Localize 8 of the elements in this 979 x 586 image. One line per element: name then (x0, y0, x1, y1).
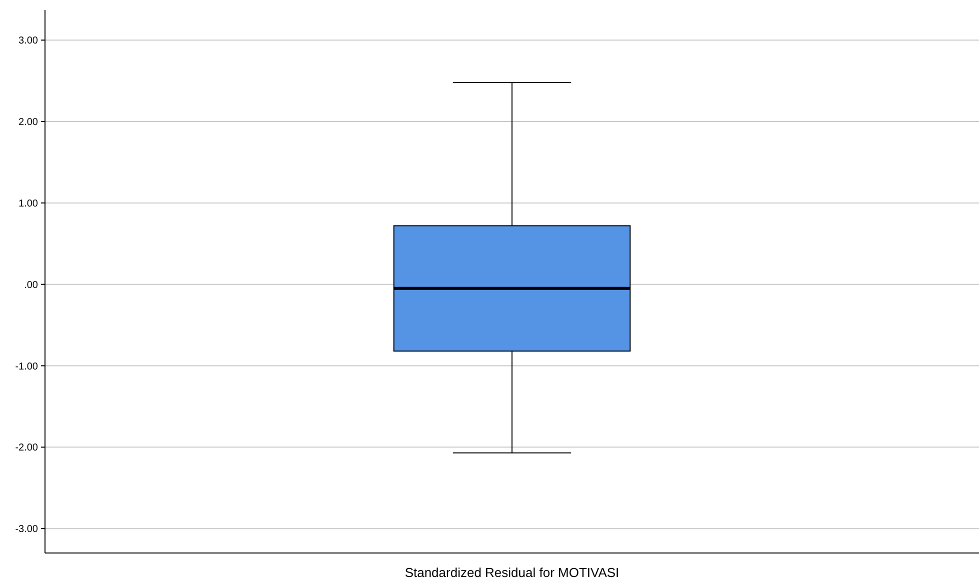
y-tick-label: -3.00 (15, 524, 38, 536)
y-tick-label: -2.00 (15, 442, 38, 454)
y-tick-label: 3.00 (18, 36, 38, 47)
x-tick-label: Standardized Residual for MOTIVASI (404, 565, 620, 580)
y-tick-label: 1.00 (18, 198, 38, 210)
y-tick-label: 2.00 (18, 117, 38, 128)
y-tick-label: .00 (24, 280, 38, 291)
y-tick-label: -1.00 (15, 361, 38, 372)
